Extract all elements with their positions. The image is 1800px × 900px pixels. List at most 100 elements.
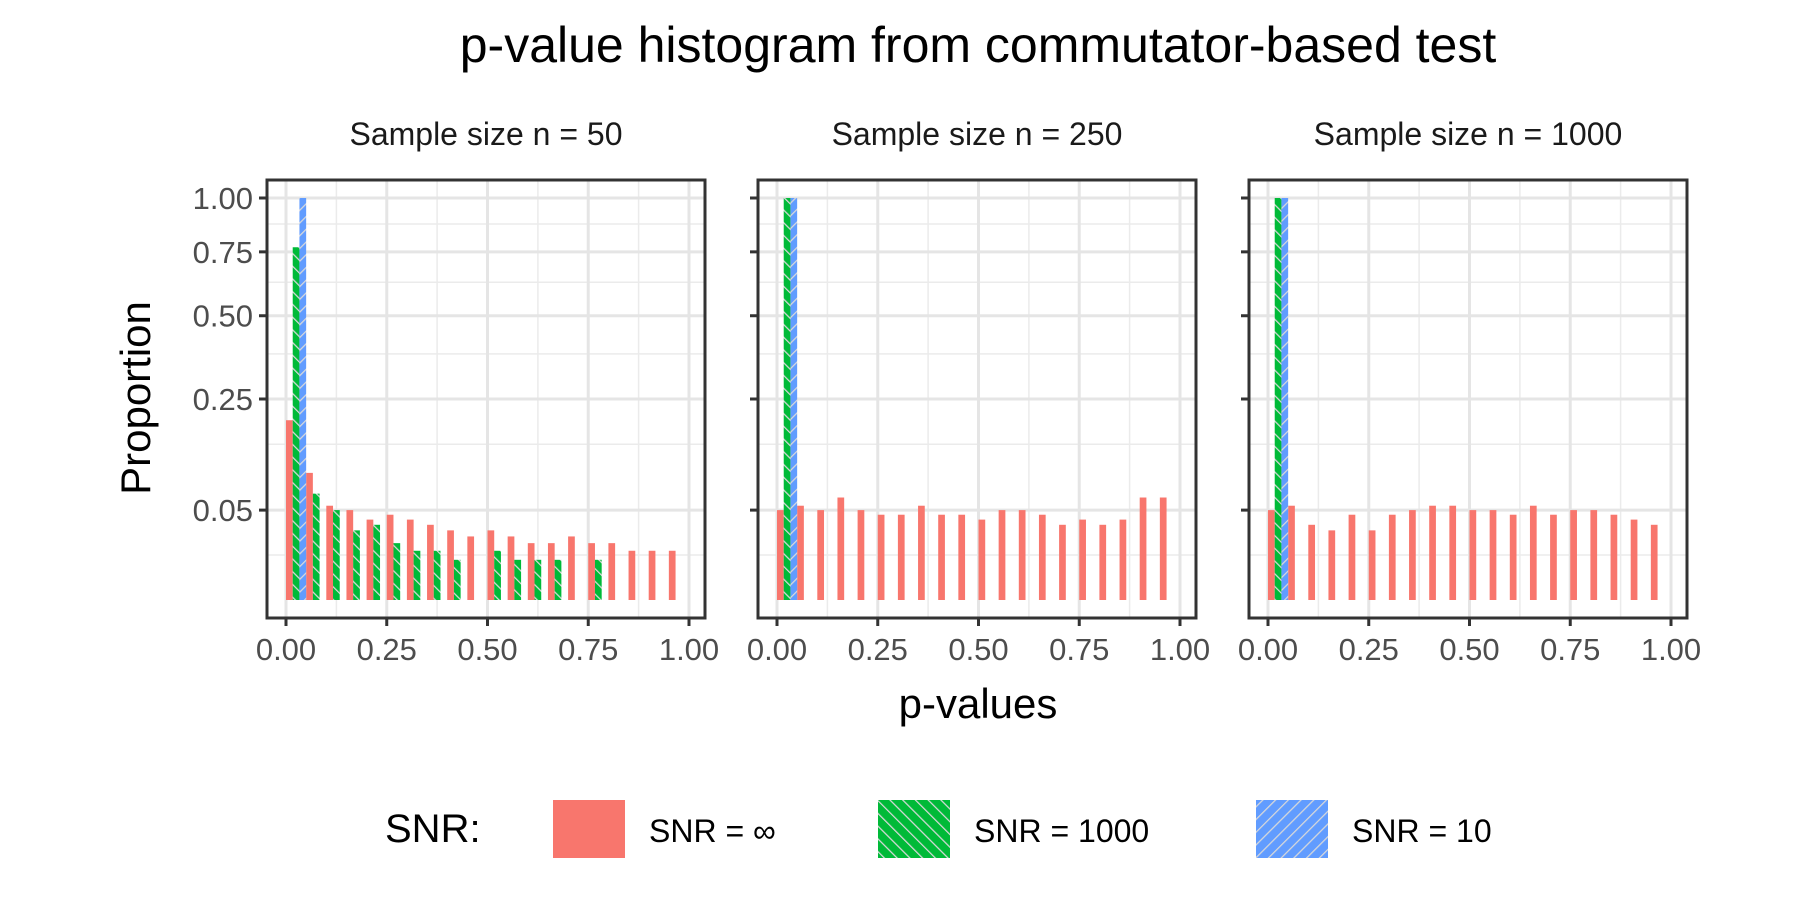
x-tick-label: 0.50 bbox=[457, 632, 517, 667]
histogram-bar bbox=[366, 519, 374, 600]
histogram-bar bbox=[918, 505, 925, 600]
histogram-bar bbox=[958, 514, 966, 600]
histogram-bar bbox=[1328, 530, 1336, 600]
histogram-bar bbox=[1348, 514, 1356, 600]
legend-label: SNR = 1000 bbox=[974, 813, 1149, 849]
y-tick-label: 1.00 bbox=[193, 181, 253, 216]
histogram-bar bbox=[1590, 510, 1598, 600]
histogram-bar bbox=[790, 198, 798, 600]
histogram-bar bbox=[306, 472, 313, 600]
histogram-bar bbox=[777, 510, 784, 600]
histogram-bar bbox=[783, 198, 791, 600]
histogram-bar bbox=[386, 514, 394, 600]
histogram-bar bbox=[554, 559, 562, 600]
facet-strip-label: Sample size n = 50 bbox=[349, 116, 622, 152]
histogram-bar bbox=[1059, 524, 1066, 600]
histogram-bar bbox=[608, 543, 616, 600]
histogram-bar bbox=[1119, 519, 1127, 600]
facet-strip-label: Sample size n = 1000 bbox=[1314, 116, 1623, 152]
histogram-bar bbox=[1429, 505, 1436, 600]
histogram-bar bbox=[668, 550, 676, 600]
legend-key bbox=[1256, 800, 1328, 858]
histogram-bar bbox=[877, 514, 885, 600]
legend-label: SNR = 10 bbox=[1352, 813, 1492, 849]
histogram-bar bbox=[1570, 510, 1577, 600]
histogram-bar bbox=[817, 510, 825, 600]
histogram-bar bbox=[897, 514, 905, 600]
histogram-bar bbox=[1630, 519, 1638, 600]
x-tick-label: 0.75 bbox=[558, 632, 618, 667]
histogram-bar bbox=[1018, 510, 1026, 600]
histogram-bar bbox=[487, 530, 495, 600]
histogram-bar bbox=[1308, 524, 1316, 600]
x-tick-label: 1.00 bbox=[659, 632, 719, 667]
x-tick-label: 0.50 bbox=[948, 632, 1008, 667]
histogram-bar bbox=[857, 510, 865, 600]
x-axis-title: p-values bbox=[899, 680, 1058, 727]
histogram-bar bbox=[1409, 510, 1416, 600]
histogram-bar bbox=[527, 543, 535, 600]
legend-key bbox=[553, 800, 625, 858]
histogram-bar bbox=[467, 536, 475, 600]
histogram-bar bbox=[1038, 514, 1046, 600]
y-tick-label: 0.25 bbox=[193, 382, 253, 417]
histogram-bar bbox=[1288, 505, 1295, 600]
histogram-bar bbox=[393, 543, 401, 600]
x-tick-label: 0.75 bbox=[1049, 632, 1109, 667]
x-tick-label: 0.25 bbox=[848, 632, 908, 667]
facet-panel: Sample size n = 1000 0.00 0.25 0.50 0.75 1.00 bbox=[1238, 116, 1701, 667]
histogram-bar bbox=[507, 536, 515, 600]
histogram-bar bbox=[312, 493, 320, 600]
histogram-bar bbox=[797, 505, 804, 600]
histogram-bar bbox=[1650, 524, 1658, 600]
histogram-bar bbox=[406, 519, 414, 600]
histogram-bar bbox=[938, 514, 945, 600]
histogram-bar bbox=[1529, 505, 1537, 600]
histogram-bar bbox=[1610, 514, 1618, 600]
histogram-bar bbox=[628, 550, 636, 600]
histogram-bar bbox=[447, 530, 454, 600]
x-tick-label: 0.25 bbox=[1339, 632, 1399, 667]
histogram-bar bbox=[998, 510, 1006, 600]
histogram-bar bbox=[1509, 514, 1517, 600]
histogram-bar bbox=[1550, 514, 1557, 600]
x-tick-label: 0.50 bbox=[1439, 632, 1499, 667]
facet-panel: Sample size n = 50 0.00 0.25 0.50 0.75 1.00 0.… bbox=[193, 116, 720, 667]
facet-panel: Sample size n = 250 0.00 0.25 0.50 0.75 1.00 bbox=[747, 116, 1210, 667]
histogram-bar bbox=[299, 198, 307, 600]
x-tick-label: 1.00 bbox=[1641, 632, 1701, 667]
y-tick-label: 0.50 bbox=[193, 299, 253, 334]
histogram-bar bbox=[514, 559, 522, 600]
histogram-bar bbox=[1449, 505, 1457, 600]
histogram-bar bbox=[588, 543, 595, 600]
facet-strip-label: Sample size n = 250 bbox=[832, 116, 1123, 152]
x-tick-label: 1.00 bbox=[1150, 632, 1210, 667]
histogram-bar bbox=[353, 530, 360, 600]
histogram-bar bbox=[568, 536, 575, 600]
histogram-bar bbox=[1489, 510, 1497, 600]
histogram-bar bbox=[1099, 524, 1107, 600]
legend-title: SNR: bbox=[385, 807, 481, 851]
histogram-bar bbox=[333, 510, 340, 600]
histogram-bar bbox=[286, 420, 293, 600]
x-tick-label: 0.00 bbox=[256, 632, 316, 667]
histogram-bar bbox=[978, 519, 986, 600]
x-tick-label: 0.00 bbox=[747, 632, 807, 667]
histogram-bar bbox=[292, 247, 300, 600]
histogram-bar bbox=[837, 497, 845, 600]
histogram-bar bbox=[1159, 497, 1167, 600]
histogram-bar bbox=[494, 550, 501, 600]
histogram-bar bbox=[1469, 510, 1477, 600]
histogram-bar bbox=[413, 550, 421, 600]
histogram-bar bbox=[547, 543, 555, 600]
x-tick-label: 0.25 bbox=[357, 632, 417, 667]
histogram-bar bbox=[326, 505, 334, 600]
y-tick-label: 0.75 bbox=[193, 235, 253, 270]
x-tick-label: 0.75 bbox=[1540, 632, 1600, 667]
histogram-bar bbox=[534, 559, 542, 600]
histogram-bar bbox=[433, 550, 441, 600]
chart-title: p-value histogram from commutator-based … bbox=[460, 17, 1497, 73]
histogram-bar bbox=[427, 524, 434, 600]
histogram-bar bbox=[1274, 198, 1282, 600]
